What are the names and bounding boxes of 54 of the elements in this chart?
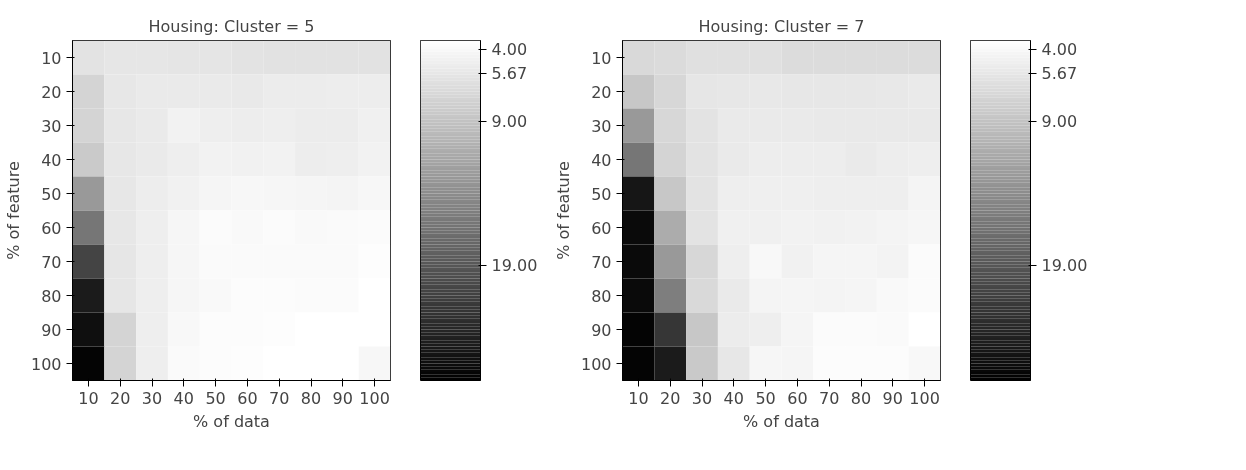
y-tick-label: 90 bbox=[591, 320, 612, 340]
y-tick-label: 30 bbox=[591, 116, 612, 136]
x-tick-label: 70 bbox=[819, 388, 840, 408]
x-tick-label: 60 bbox=[787, 388, 808, 408]
y-tick-label: 80 bbox=[591, 286, 612, 306]
color-bar-label: 9.00 bbox=[491, 112, 528, 132]
y-tick-label: 70 bbox=[41, 252, 62, 272]
y-tick-label: 40 bbox=[591, 150, 612, 170]
color-bar-label: 5.67 bbox=[491, 64, 528, 84]
y-tick-label: 60 bbox=[41, 218, 62, 238]
y-tick-label: 90 bbox=[41, 320, 62, 340]
y-tick-label: 80 bbox=[41, 286, 62, 306]
x-tick-label: 20 bbox=[660, 388, 681, 408]
y-tick-label: 50 bbox=[591, 184, 612, 204]
color-bar-label: 5.67 bbox=[1041, 64, 1078, 84]
x-tick-label: 80 bbox=[300, 388, 322, 408]
y-tick-label: 20 bbox=[591, 82, 612, 102]
x-axis-title: % of data bbox=[193, 411, 270, 431]
y-tick-label: 60 bbox=[591, 218, 612, 238]
x-axis-title: % of data bbox=[743, 411, 820, 431]
y-tick-label: 10 bbox=[591, 48, 612, 68]
color-bar-label: 19.00 bbox=[1041, 256, 1088, 276]
y-tick-label: 70 bbox=[591, 252, 612, 272]
x-tick-label: 10 bbox=[78, 388, 99, 408]
color-bar-label: 9.00 bbox=[1041, 112, 1078, 132]
x-tick-label: 50 bbox=[205, 388, 226, 408]
chart-title: Housing: Cluster = 7 bbox=[698, 16, 865, 36]
x-tick-label: 30 bbox=[691, 388, 713, 408]
x-tick-label: 40 bbox=[173, 388, 194, 408]
x-tick-label: 60 bbox=[237, 388, 258, 408]
x-tick-label: 20 bbox=[110, 388, 131, 408]
y-axis-title: % of feature bbox=[3, 161, 23, 260]
y-tick-label: 20 bbox=[41, 82, 62, 102]
color-bar-label: 4.00 bbox=[491, 40, 528, 60]
chart-title: Housing: Cluster = 5 bbox=[148, 16, 315, 36]
x-tick-label: 40 bbox=[723, 388, 744, 408]
x-tick-label: 90 bbox=[332, 388, 353, 408]
x-tick-label: 70 bbox=[269, 388, 290, 408]
color-bar-label: 4.00 bbox=[1041, 40, 1078, 60]
x-tick-label: 100 bbox=[909, 388, 940, 408]
y-tick-label: 100 bbox=[580, 354, 612, 374]
x-tick-label: 10 bbox=[628, 388, 649, 408]
y-tick-label: 40 bbox=[41, 150, 62, 170]
x-tick-label: 80 bbox=[850, 388, 872, 408]
color-bar-label: 19.00 bbox=[491, 256, 538, 276]
y-tick-label: 30 bbox=[41, 116, 62, 136]
y-axis-title: % of feature bbox=[553, 161, 573, 260]
y-tick-label: 50 bbox=[41, 184, 62, 204]
x-tick-label: 50 bbox=[755, 388, 776, 408]
x-tick-label: 30 bbox=[141, 388, 163, 408]
x-tick-label: 100 bbox=[359, 388, 390, 408]
y-tick-label: 100 bbox=[30, 354, 62, 374]
y-tick-label: 10 bbox=[41, 48, 62, 68]
x-tick-label: 90 bbox=[882, 388, 903, 408]
